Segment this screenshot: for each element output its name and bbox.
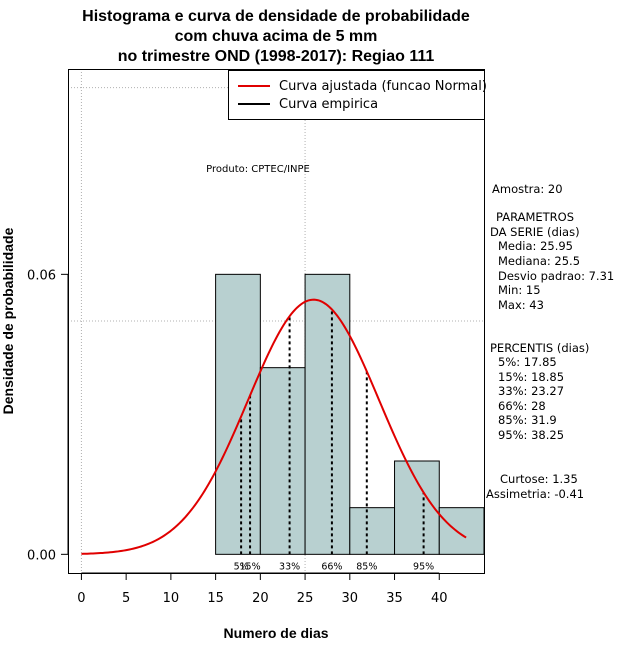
stat-desvio: Desvio padrao: 7.31: [498, 269, 614, 283]
stat-media: Media: 25.95: [498, 239, 573, 253]
chart-title-line-3: no trimestre OND (1998-2017): Regiao 111: [118, 48, 435, 65]
x-tick-label: 15: [207, 591, 224, 606]
stat-mediana: Mediana: 25.5: [498, 254, 580, 268]
y-tick-label: 0.00: [27, 548, 56, 563]
chart-title-line-1: Histograma e curva de densidade de proba…: [82, 8, 470, 25]
stat-p15: 15%: 18.85: [498, 370, 564, 384]
fitted-normal-curve: [81, 298, 467, 555]
x-axis-label: Numero de dias: [223, 625, 328, 641]
stat-param-title-2: DA SERIE (dias): [490, 225, 580, 239]
x-tick-label: 0: [77, 591, 85, 606]
stat-param-title-1: PARAMETROS: [496, 210, 574, 224]
x-tick-label: 35: [386, 591, 403, 606]
legend-label-fitted: Curva ajustada (funcao Normal): [279, 79, 487, 94]
bar-layer: [215, 273, 485, 555]
histogram-bar-3: [304, 273, 351, 555]
product-annotation: Produto: CPTEC/INPE: [206, 164, 310, 175]
legend-box: [228, 70, 485, 120]
x-tick-label: 25: [297, 591, 314, 606]
x-tick-label: 40: [431, 591, 448, 606]
stat-p95: 95%: 38.25: [498, 428, 564, 442]
stat-max: Max: 43: [498, 298, 544, 312]
percentile-label-66: 66%: [321, 561, 342, 572]
percentile-layer: 5%15% 33% 66% 85% 95%: [234, 309, 434, 572]
percentile-label-95: 95%: [413, 561, 434, 572]
stat-min: Min: 15: [498, 283, 541, 297]
y-axis-label: Densidade de probabilidade: [0, 227, 16, 414]
legend-label-empirical: Curva empirica: [279, 97, 378, 112]
histogram-bar-5: [394, 460, 440, 555]
x-tick-label: 5: [122, 591, 130, 606]
stat-assimetria: Assimetria: -0.41: [486, 487, 584, 501]
stat-p66: 66%: 28: [498, 399, 546, 413]
histogram-bar-2: [259, 367, 306, 555]
legend: Curva ajustada (funcao Normal) Curva emp…: [228, 70, 487, 120]
chart-title-line-2: com chuva acima de 5 mm: [175, 28, 378, 45]
y-tick-label: 0.06: [27, 268, 56, 283]
stat-perc-title: PERCENTIS (dias): [490, 341, 589, 355]
percentile-label-85: 85%: [356, 561, 377, 572]
x-tick-label: 10: [163, 591, 180, 606]
stat-p33: 33%: 23.27: [498, 384, 564, 398]
percentile-label-33: 33%: [279, 561, 300, 572]
statistics-panel: Amostra: 20 PARAMETROS DA SERIE (dias) M…: [486, 182, 614, 501]
stat-amostra: Amostra: 20: [492, 182, 563, 196]
stat-p85: 85%: 31.9: [498, 413, 557, 427]
x-tick-label: 30: [342, 591, 359, 606]
stat-curtose: Curtose: 1.35: [500, 472, 578, 486]
percentile-label-15: 15%: [239, 561, 260, 572]
histogram-bar-6: [438, 507, 485, 555]
stat-p5: 5%: 17.85: [498, 355, 557, 369]
percentile-label-5: 5%: [234, 561, 249, 572]
histogram-bar-4: [349, 507, 396, 555]
histogram-bar-1: [215, 273, 261, 555]
x-tick-label: 20: [252, 591, 269, 606]
axis-layer: 0 5 10 15 20 25 30 35 40 0.00 0.06: [27, 268, 447, 606]
